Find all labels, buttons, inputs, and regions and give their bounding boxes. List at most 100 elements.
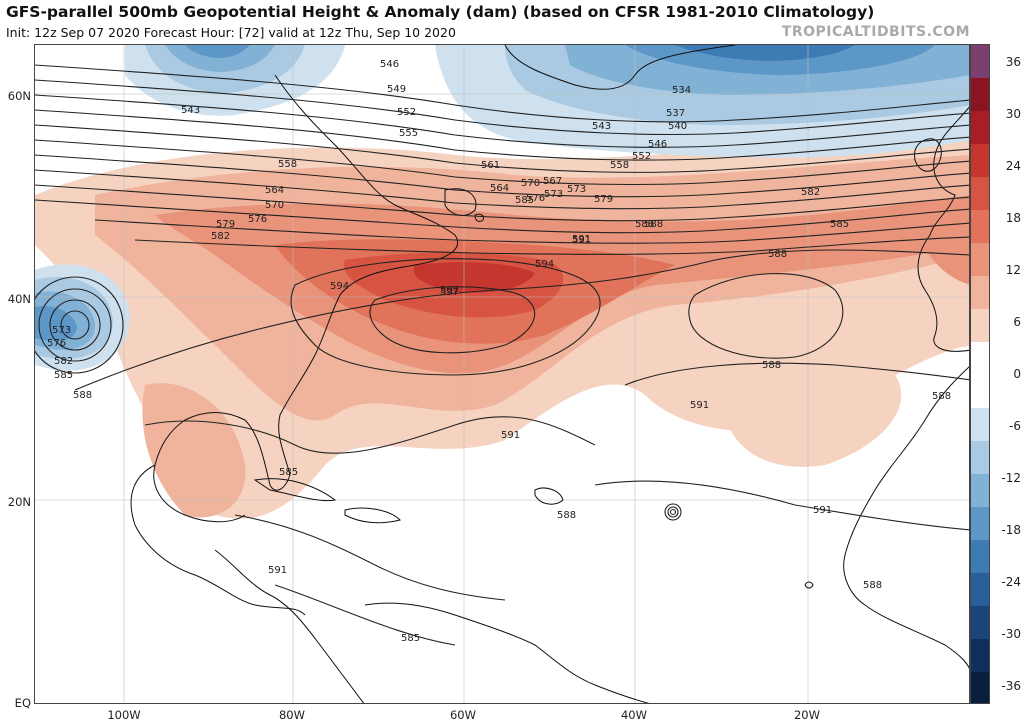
lon-label-20w: 20W (793, 708, 820, 722)
contour-label: 552 (632, 151, 651, 162)
height-contours (35, 64, 969, 646)
colorbar-tick-label: 24 (1005, 159, 1021, 173)
contour-label: 591 (690, 400, 709, 411)
contour-label: 558 (278, 159, 297, 170)
contour-label: 534 (672, 85, 691, 96)
contour-label: 588 (863, 580, 882, 591)
lat-label-20n: 20N (7, 495, 31, 509)
contour-label: 582 (801, 187, 820, 198)
lat-label-60n: 60N (7, 89, 31, 103)
colorbar-segment (971, 540, 989, 574)
colorbar-tick-label: -36 (1001, 679, 1021, 693)
colorbar-segment (971, 573, 989, 607)
contour-label: 579 (594, 194, 613, 205)
colorbar-segment (971, 243, 989, 277)
colorbar-tick-label: -12 (1001, 471, 1021, 485)
map-canvas[interactable]: 546 549 552 555 543 558 561 564 567 570 … (34, 44, 970, 704)
map-svg: 546 549 552 555 543 558 561 564 567 570 … (35, 45, 969, 703)
contour-label: 564 (490, 183, 509, 194)
contour-label: 564 (265, 185, 284, 196)
colorbar-tick-label: 12 (1005, 263, 1021, 277)
colorbar-tick-label: 30 (1005, 107, 1021, 121)
contour-label: 588 (557, 510, 576, 521)
contour-label: 588 (932, 391, 951, 402)
colorbar-tick-label: 6 (1013, 315, 1021, 329)
contour-label: 582 (211, 231, 230, 242)
contour-label: 576 (47, 338, 66, 349)
contour-label: 588 (762, 360, 781, 371)
contour-label: 573 (52, 325, 71, 336)
contour-label: 585 (54, 370, 73, 381)
contour-label: 591 (501, 430, 520, 441)
lon-label-40w: 40W (620, 708, 647, 722)
contour-label: 585 (279, 467, 298, 478)
colorbar-segment (971, 309, 989, 343)
contour-label: 540 (668, 121, 687, 132)
contour-label: 597 (440, 285, 459, 296)
colorbar-segment (971, 342, 989, 376)
colorbar-segment (971, 210, 989, 244)
contour-label: 552 (397, 107, 416, 118)
colorbar-segment (971, 408, 989, 442)
contour-label: 570 (265, 200, 284, 211)
colorbar-segment (971, 375, 989, 409)
contour-label: 591 (813, 505, 832, 516)
contour-label: 585 (515, 195, 534, 206)
colorbar (970, 44, 990, 704)
coastlines (130, 45, 969, 703)
colorbar-tick-label: 36 (1005, 55, 1021, 69)
contour-label: 570 (521, 178, 540, 189)
colorbar-tick-label: 18 (1005, 211, 1021, 225)
colorbar-segment (971, 507, 989, 541)
contour-label: 591 (268, 565, 287, 576)
colorbar-tick-label: -18 (1001, 523, 1021, 537)
colorbar-segment (971, 639, 989, 673)
contour-label: 537 (666, 108, 685, 119)
lon-label-80w: 80W (278, 708, 305, 722)
contour-labels: 546 549 552 555 543 558 561 564 567 570 … (47, 59, 951, 644)
contour-label: 555 (399, 128, 418, 139)
colorbar-tick-label: -30 (1001, 627, 1021, 641)
colorbar-segment (971, 606, 989, 640)
lon-label-100w: 100W (107, 708, 141, 722)
lat-label-eq: EQ (14, 696, 31, 710)
colorbar-tick-label: -6 (1009, 419, 1021, 433)
colorbar-segment (971, 177, 989, 211)
map-subtitle: Init: 12z Sep 07 2020 Forecast Hour: [72… (6, 25, 456, 40)
colorbar-segment (971, 45, 989, 79)
contour-label: 588 (768, 249, 787, 260)
contour-label: 582 (54, 356, 73, 367)
contour-label: 561 (481, 160, 500, 171)
contour-label: 573 (544, 189, 563, 200)
brand-watermark: TROPICALTIDBITS.COM (781, 24, 970, 40)
colorbar-tick-label: -24 (1001, 575, 1021, 589)
contour-label: 588 (73, 390, 92, 401)
contour-label: 588 (644, 219, 663, 230)
colorbar-tick-label: 0 (1013, 367, 1021, 381)
colorbar-segment (971, 78, 989, 112)
colorbar-segment (971, 441, 989, 475)
contour-label: 546 (648, 139, 667, 150)
colorbar-segment (971, 144, 989, 178)
contour-label: 585 (830, 219, 849, 230)
lat-label-40n: 40N (7, 292, 31, 306)
contour-label: 546 (380, 59, 399, 70)
contour-label: 591 (572, 234, 591, 245)
graticule (35, 45, 969, 703)
colorbar-segment (971, 111, 989, 145)
contour-label: 543 (592, 121, 611, 132)
negative-anomaly-layer (35, 45, 969, 371)
contour-label: 588 (635, 219, 654, 230)
colorbar-segment (971, 672, 989, 703)
contour-label: 558 (610, 160, 629, 171)
contour-label: 549 (387, 84, 406, 95)
contour-label: 576 (526, 193, 545, 204)
lon-label-60w: 60W (449, 708, 476, 722)
contour-label: 573 (567, 184, 586, 195)
contour-label: 585 (401, 633, 420, 644)
colorbar-segment (971, 276, 989, 310)
contour-label: 594 (330, 281, 349, 292)
contour-label: 579 (216, 219, 235, 230)
contour-label: 576 (248, 214, 267, 225)
contour-label: 567 (543, 176, 562, 187)
